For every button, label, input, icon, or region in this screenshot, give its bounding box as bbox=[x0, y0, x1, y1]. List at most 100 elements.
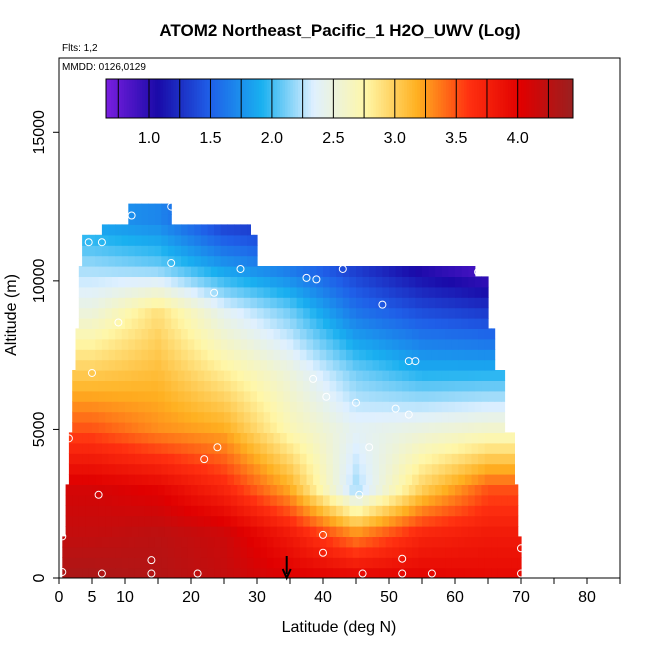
colorbar-segment bbox=[191, 79, 195, 118]
heatmap-cell bbox=[375, 380, 383, 392]
heatmap-cell bbox=[389, 411, 397, 423]
heatmap-cell bbox=[85, 401, 93, 413]
heatmap-cell bbox=[101, 474, 110, 485]
heatmap-cell bbox=[224, 318, 232, 329]
heatmap-cell bbox=[164, 390, 172, 402]
heatmap-cell bbox=[474, 297, 482, 309]
heatmap-cell bbox=[78, 515, 86, 527]
heatmap-cell bbox=[346, 359, 354, 371]
heatmap-cell bbox=[138, 318, 146, 329]
heatmap-cell bbox=[435, 494, 443, 506]
heatmap-cell bbox=[187, 328, 195, 340]
heatmap-cell bbox=[270, 390, 278, 402]
heatmap-cell bbox=[359, 432, 367, 444]
heatmap-cell bbox=[458, 474, 466, 485]
heatmap-cell bbox=[72, 401, 80, 413]
heatmap-cell bbox=[299, 359, 308, 371]
heatmap-cell bbox=[134, 546, 143, 558]
heatmap-cell bbox=[461, 494, 469, 506]
heatmap-cell bbox=[98, 390, 106, 402]
heatmap-cell bbox=[141, 557, 149, 569]
heatmap-cell bbox=[158, 286, 166, 298]
heatmap-cell bbox=[128, 557, 136, 569]
heatmap-cell bbox=[250, 494, 258, 506]
heatmap-cell bbox=[504, 463, 512, 475]
heatmap-cell bbox=[65, 484, 73, 496]
heatmap-cell bbox=[332, 546, 341, 558]
colorbar-segment bbox=[344, 79, 348, 118]
heatmap-cell bbox=[464, 359, 473, 371]
heatmap-cell bbox=[283, 307, 291, 319]
colorbar-tick-label: 3.5 bbox=[445, 130, 467, 147]
heatmap-cell bbox=[418, 328, 426, 340]
heatmap-cell bbox=[161, 338, 169, 350]
heatmap-cell bbox=[286, 453, 294, 465]
heatmap-cell bbox=[85, 390, 93, 402]
heatmap-cell bbox=[247, 546, 255, 558]
heatmap-cell bbox=[217, 401, 225, 413]
heatmap-cell bbox=[138, 515, 146, 527]
sample-markers bbox=[59, 202, 525, 578]
sample-marker bbox=[147, 569, 156, 578]
colorbar-segment bbox=[518, 79, 522, 118]
heatmap-cell bbox=[85, 494, 93, 506]
heatmap-cell bbox=[227, 245, 235, 257]
heatmap-cell bbox=[148, 432, 156, 444]
colorbar-segment bbox=[290, 79, 294, 118]
heatmap-cell bbox=[286, 474, 294, 485]
heatmap-cell bbox=[369, 484, 377, 496]
heatmap-cell bbox=[494, 484, 502, 496]
heatmap-cell bbox=[88, 474, 96, 485]
heatmap-cell bbox=[375, 276, 383, 288]
heatmap-cell bbox=[309, 526, 317, 537]
heatmap-cell bbox=[362, 505, 370, 517]
heatmap-cell bbox=[220, 245, 228, 257]
heatmap-cell bbox=[408, 266, 416, 277]
y-axis-label: Altitude (m) bbox=[3, 274, 20, 356]
heatmap-cell bbox=[214, 442, 222, 454]
heatmap-cell bbox=[375, 505, 383, 517]
colorbar-segment bbox=[165, 79, 169, 118]
heatmap-cell bbox=[92, 494, 100, 506]
heatmap-cell bbox=[283, 390, 291, 402]
heatmap-cell bbox=[326, 557, 334, 569]
heatmap-cell bbox=[389, 526, 397, 537]
colorbar-segment bbox=[295, 79, 299, 118]
heatmap-cell bbox=[299, 432, 308, 444]
heatmap-cell bbox=[352, 328, 360, 340]
heatmap-cell bbox=[455, 401, 463, 413]
heatmap-cell bbox=[488, 505, 496, 517]
colorbar-segment bbox=[445, 79, 449, 118]
heatmap-cell bbox=[230, 380, 238, 392]
heatmap-cell bbox=[372, 536, 380, 548]
heatmap-cell bbox=[474, 494, 482, 506]
heatmap-cell bbox=[283, 401, 291, 413]
heatmap-cell bbox=[286, 359, 294, 371]
heatmap-cell bbox=[474, 526, 482, 537]
heatmap-cell bbox=[108, 567, 116, 578]
heatmap-cell bbox=[468, 526, 476, 537]
heatmap-cell bbox=[398, 546, 407, 558]
heatmap-cell bbox=[455, 286, 463, 298]
heatmap-cell bbox=[402, 526, 410, 537]
heatmap-cell bbox=[431, 536, 440, 548]
heatmap-cell bbox=[88, 536, 96, 548]
heatmap-cell bbox=[319, 442, 327, 454]
colorbar-segment bbox=[256, 79, 260, 118]
heatmap-cell bbox=[220, 349, 228, 361]
heatmap-cell bbox=[478, 536, 486, 548]
heatmap-cell bbox=[352, 432, 360, 444]
heatmap-cell bbox=[494, 390, 502, 402]
heatmap-cell bbox=[356, 297, 364, 309]
heatmap-cell bbox=[484, 359, 492, 371]
heatmap-cell bbox=[359, 349, 367, 361]
heatmap-cell bbox=[425, 453, 433, 465]
heatmap-cell bbox=[389, 505, 397, 517]
heatmap-cell bbox=[392, 546, 400, 558]
heatmap-cell bbox=[118, 401, 126, 413]
heatmap-cell bbox=[313, 359, 321, 371]
heatmap-cell bbox=[306, 546, 314, 558]
colorbar-segment bbox=[139, 79, 143, 118]
heatmap-cell bbox=[134, 432, 143, 444]
heatmap-cell bbox=[478, 474, 486, 485]
